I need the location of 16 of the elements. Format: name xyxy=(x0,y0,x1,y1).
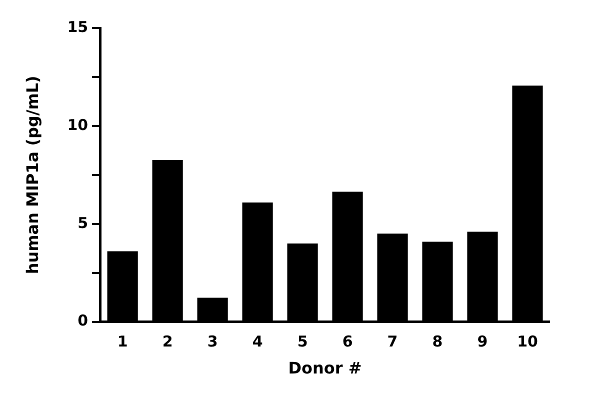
y-tick-label: 15 xyxy=(67,18,88,36)
y-axis-title: human MIP1a (pg/mL) xyxy=(22,76,42,274)
y-tick-label: 0 xyxy=(78,312,88,330)
x-axis-title: Donor # xyxy=(288,358,362,378)
x-tick-label: 9 xyxy=(477,332,488,351)
x-tick-label: 3 xyxy=(207,332,218,351)
x-tick-label: 1 xyxy=(117,332,128,351)
y-tick-label: 5 xyxy=(78,214,88,232)
x-tick-label: 8 xyxy=(432,332,443,351)
x-tick-label: 6 xyxy=(342,332,353,351)
y-tick-label: 10 xyxy=(67,116,88,134)
x-tick-label: 2 xyxy=(162,332,173,351)
x-tick-label: 10 xyxy=(517,332,538,351)
x-tick-label: 4 xyxy=(252,332,263,351)
x-tick-label: 5 xyxy=(297,332,308,351)
x-tick-label: 7 xyxy=(387,332,398,351)
